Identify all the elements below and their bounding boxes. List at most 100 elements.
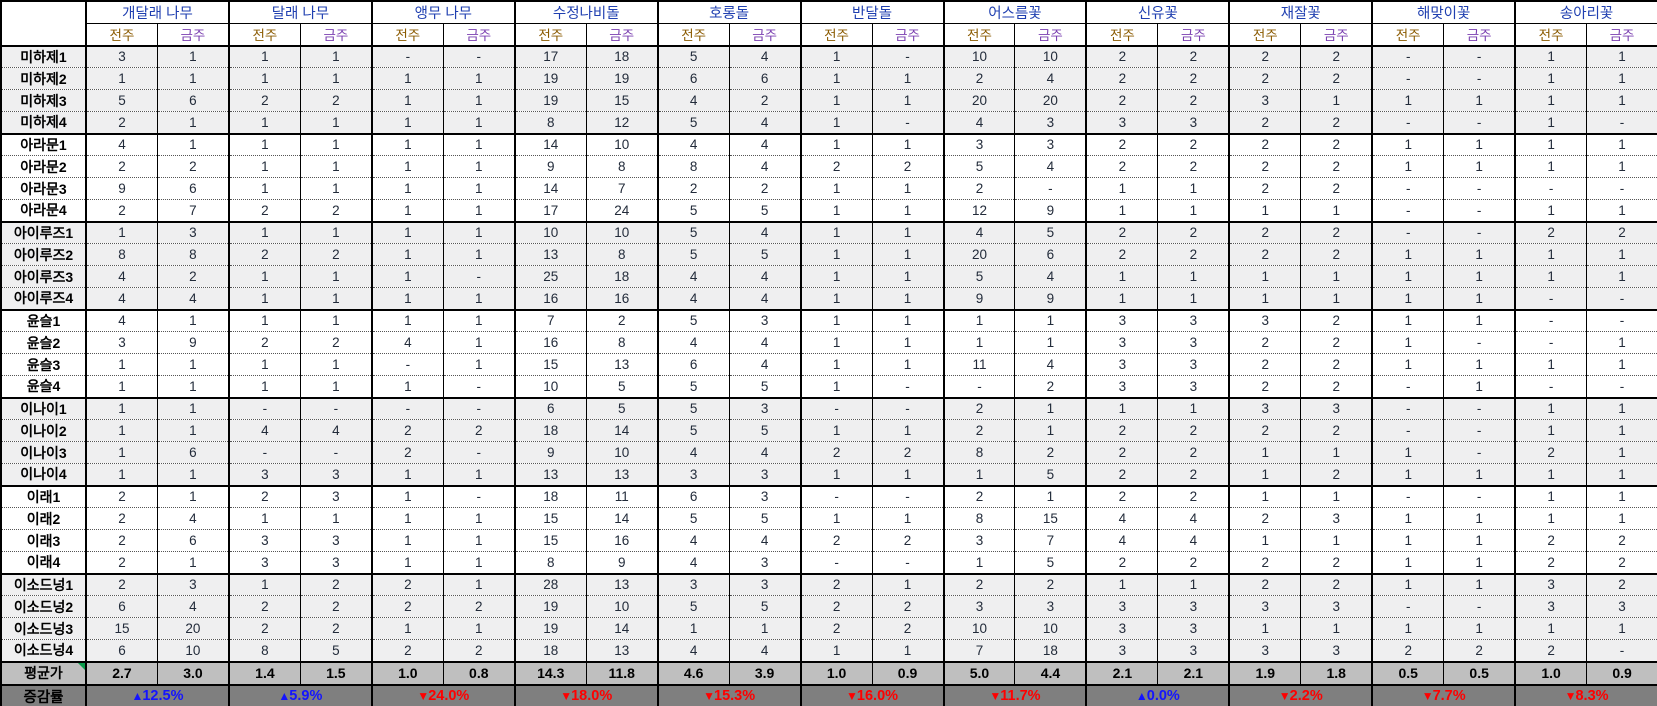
data-cell[interactable]: 2 <box>300 89 373 112</box>
data-cell[interactable]: 6 <box>84 639 158 663</box>
data-cell[interactable]: 10 <box>513 375 587 399</box>
data-cell[interactable]: 6 <box>656 67 730 90</box>
data-cell[interactable]: 1 <box>157 463 230 487</box>
data-cell[interactable]: 1 <box>300 353 373 376</box>
data-cell[interactable]: 1 <box>443 132 516 156</box>
data-cell[interactable]: - <box>1514 375 1588 399</box>
data-cell[interactable]: 1 <box>443 67 516 90</box>
data-cell[interactable]: 3 <box>656 572 730 596</box>
sub-header-prev-2[interactable]: 전주 <box>370 23 444 47</box>
data-cell[interactable]: 1 <box>872 67 945 90</box>
data-cell[interactable]: 4 <box>656 529 730 552</box>
data-cell[interactable]: 1 <box>370 287 444 311</box>
data-cell[interactable]: 13 <box>513 243 587 266</box>
data-cell[interactable]: 2 <box>1300 308 1374 332</box>
data-cell[interactable]: 1 <box>370 551 444 575</box>
data-cell[interactable]: - <box>799 551 873 575</box>
data-cell[interactable]: 1 <box>1443 89 1517 112</box>
data-cell[interactable]: 5 <box>729 595 802 618</box>
data-cell[interactable]: 1 <box>1443 287 1517 311</box>
row-label[interactable]: 이소드넝1 <box>0 572 87 596</box>
data-cell[interactable]: - <box>1586 111 1657 135</box>
data-cell[interactable]: 20 <box>942 243 1016 266</box>
data-cell[interactable]: 1 <box>370 308 444 332</box>
row-label[interactable]: 아이루즈1 <box>0 220 87 244</box>
group-header-6[interactable]: 어스름꽃 <box>942 0 1088 24</box>
data-cell[interactable]: 4 <box>729 44 802 68</box>
table-row[interactable]: 윤슬3 1 1 1 1-1 15 13 6 4 1 1 11 4 3 3 2 2 1 1 1 1 <box>0 353 1657 376</box>
data-cell[interactable]: 1 <box>1586 89 1657 112</box>
data-cell[interactable]: 1 <box>370 463 444 487</box>
data-cell[interactable]: 1 <box>872 331 945 354</box>
data-cell[interactable]: 1 <box>942 331 1016 354</box>
data-cell[interactable]: 4 <box>729 529 802 552</box>
data-cell[interactable]: 1 <box>1586 419 1657 442</box>
data-cell[interactable]: 2 <box>157 155 230 178</box>
data-cell[interactable]: 1 <box>227 265 301 288</box>
data-cell[interactable]: 1 <box>799 419 873 442</box>
data-cell[interactable]: 1 <box>799 177 873 200</box>
table-row[interactable]: 아라문4 2 7 2 2 1 1 17 24 5 5 1 1 12 9 1 1 1 1- -1 1 <box>0 199 1657 223</box>
data-cell[interactable]: - <box>227 396 301 420</box>
data-cell[interactable]: 1 <box>300 265 373 288</box>
data-cell[interactable]: 1 <box>227 308 301 332</box>
data-cell[interactable]: 5 <box>942 265 1016 288</box>
data-cell[interactable]: 2 <box>1228 44 1302 68</box>
data-cell[interactable]: - <box>1443 331 1517 354</box>
data-cell[interactable]: 1 <box>1443 132 1517 156</box>
data-cell[interactable]: 1 <box>300 177 373 200</box>
data-cell[interactable]: 1 <box>370 199 444 223</box>
data-cell[interactable]: 2 <box>1300 331 1374 354</box>
data-cell[interactable]: 1 <box>1228 484 1302 508</box>
data-cell[interactable]: 1 <box>443 177 516 200</box>
data-cell[interactable]: 5 <box>729 243 802 266</box>
data-cell[interactable]: 1 <box>1371 132 1445 156</box>
data-cell[interactable]: 3 <box>1085 595 1159 618</box>
data-cell[interactable]: 3 <box>1157 639 1231 663</box>
data-cell[interactable]: 4 <box>656 287 730 311</box>
table-row[interactable]: 윤슬1 4 1 1 1 1 1 7 2 5 3 1 1 1 1 3 3 3 2 1 1- - <box>0 308 1657 332</box>
data-cell[interactable]: 1 <box>157 44 230 68</box>
data-cell[interactable]: 2 <box>799 441 873 464</box>
data-cell[interactable]: 2 <box>443 639 516 663</box>
data-cell[interactable]: 3 <box>1085 639 1159 663</box>
data-cell[interactable]: 6 <box>729 67 802 90</box>
data-cell[interactable]: 15 <box>513 529 587 552</box>
data-cell[interactable]: 9 <box>586 551 659 575</box>
data-cell[interactable]: 1 <box>443 111 516 135</box>
data-cell[interactable]: 2 <box>227 89 301 112</box>
sub-header-prev-7[interactable]: 전주 <box>1085 23 1159 47</box>
data-cell[interactable]: 3 <box>300 463 373 487</box>
data-cell[interactable]: 1 <box>443 308 516 332</box>
data-cell[interactable]: 1 <box>370 220 444 244</box>
data-cell[interactable]: 1 <box>1514 44 1588 68</box>
data-cell[interactable]: 1 <box>1586 441 1657 464</box>
data-cell[interactable]: - <box>1586 639 1657 663</box>
data-cell[interactable]: 3 <box>729 484 802 508</box>
data-cell[interactable]: 8 <box>586 243 659 266</box>
data-cell[interactable]: 1 <box>370 177 444 200</box>
row-label[interactable]: 이래3 <box>0 529 87 552</box>
data-cell[interactable]: 2 <box>872 617 945 640</box>
data-cell[interactable]: 2 <box>1300 177 1374 200</box>
data-cell[interactable]: - <box>1443 177 1517 200</box>
data-cell[interactable]: 5 <box>586 396 659 420</box>
data-cell[interactable]: 6 <box>656 353 730 376</box>
data-cell[interactable]: 2 <box>1157 551 1231 575</box>
data-cell[interactable]: - <box>1443 199 1517 223</box>
data-cell[interactable]: 3 <box>1228 595 1302 618</box>
data-cell[interactable]: 2 <box>1228 572 1302 596</box>
table-row[interactable]: 이소드넝2 6 4 2 2 2 2 19 10 5 5 2 2 3 3 3 3 3 3- -3 3 <box>0 595 1657 618</box>
data-cell[interactable]: 1 <box>1300 529 1374 552</box>
data-cell[interactable]: 18 <box>586 265 659 288</box>
data-cell[interactable]: 13 <box>586 353 659 376</box>
data-cell[interactable]: 1 <box>443 287 516 311</box>
data-cell[interactable]: 1 <box>799 132 873 156</box>
sub-header-curr-0[interactable]: 금주 <box>157 23 230 47</box>
data-cell[interactable]: 1 <box>300 44 373 68</box>
data-cell[interactable]: - <box>1371 375 1445 399</box>
data-cell[interactable]: 10 <box>586 441 659 464</box>
data-cell[interactable]: 5 <box>1014 220 1088 244</box>
data-cell[interactable]: 1 <box>1300 484 1374 508</box>
data-cell[interactable]: 4 <box>656 551 730 575</box>
